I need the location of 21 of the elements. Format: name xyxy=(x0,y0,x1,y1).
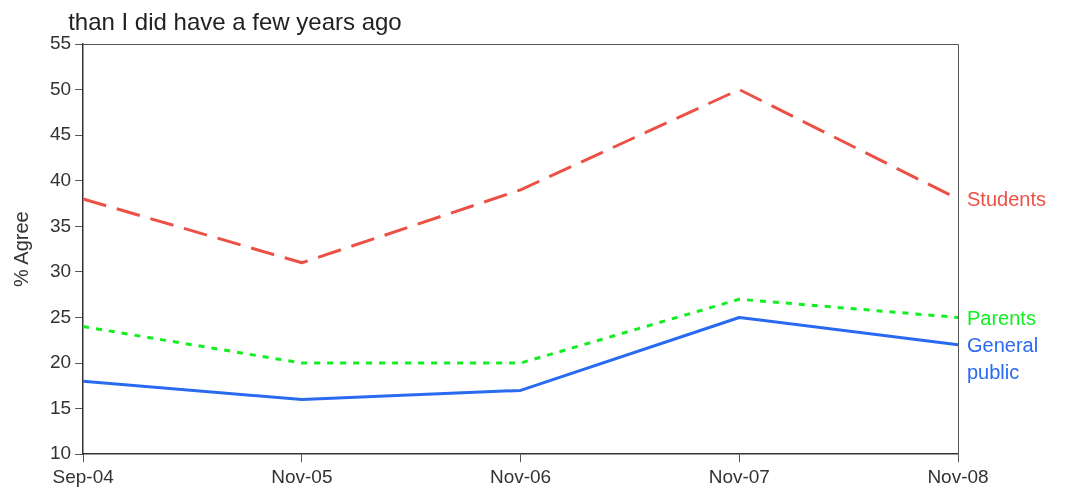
y-axis-title: % Agree xyxy=(9,211,32,287)
x-tick-label: Nov-06 xyxy=(489,465,552,487)
x-tick-label: Sep-04 xyxy=(52,465,115,487)
y-tick-label: 10 xyxy=(49,442,72,464)
series-label: Parents xyxy=(967,306,1036,329)
x-tick-label: Nov-08 xyxy=(927,465,989,487)
y-tick-label: 55 xyxy=(49,32,72,54)
line-series xyxy=(81,297,960,365)
y-tick-label: 30 xyxy=(49,260,72,282)
chart-title: than I did have a few years ago xyxy=(68,8,402,35)
y-tick-label: 35 xyxy=(49,214,72,236)
y-tick-label: 15 xyxy=(49,396,72,418)
x-tick-label: Nov-07 xyxy=(708,465,770,487)
y-tick-label: 45 xyxy=(49,123,72,145)
series-label: General public xyxy=(967,334,1039,384)
y-tick-label: 40 xyxy=(49,168,72,190)
y-tick-label: 50 xyxy=(49,77,72,99)
y-tick-label: 20 xyxy=(49,351,72,373)
x-tick-label: Nov-05 xyxy=(271,465,333,487)
y-tick-label: 25 xyxy=(49,305,72,327)
series-label: Students xyxy=(967,188,1046,211)
